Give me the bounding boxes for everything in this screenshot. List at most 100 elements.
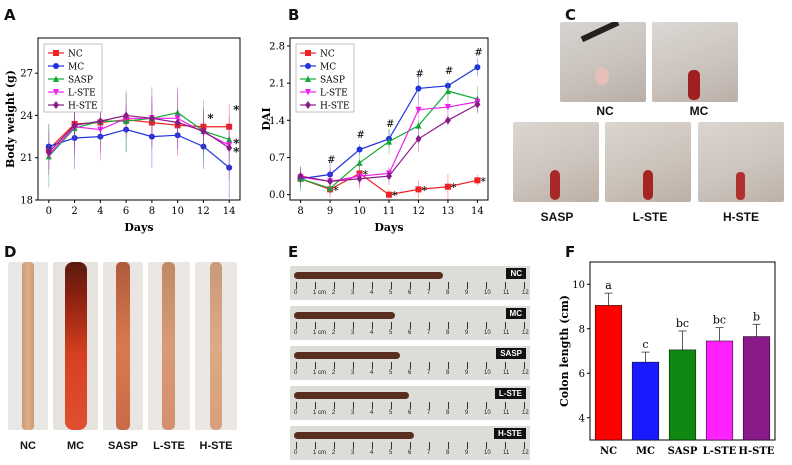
ruler-tick-label: 9: [465, 370, 469, 376]
chart-a-ytick-label: 21: [20, 153, 33, 164]
ruler-tick: [505, 322, 506, 329]
chart-a-ylabel: Body weight (g): [4, 70, 17, 168]
ruler-tick: [334, 282, 335, 289]
ruler-tick: [486, 402, 487, 409]
chart-b-point-nc: [415, 186, 422, 193]
chart-b-point-sasp: [356, 159, 363, 166]
ruler-tick: [296, 442, 297, 449]
ruler-tick: [505, 442, 506, 449]
ruler-tick-label: 8: [446, 370, 450, 376]
ruler-tick: [486, 442, 487, 449]
photo-d-label-sasp: SASP: [108, 440, 138, 452]
ruler-tick-label: 3: [351, 450, 355, 456]
chart-a-series-line-h-ste: [48, 114, 230, 153]
ruler-tick-label: 9: [465, 410, 469, 416]
ruler-tick: [353, 362, 354, 369]
photo-c-lste: [605, 122, 691, 202]
ruler-tick: [505, 282, 506, 289]
ruler-tick: [429, 322, 430, 329]
chart-f-bar-l-ste: [705, 340, 734, 441]
chart-b-annotation-hash: #: [327, 155, 335, 166]
ruler-tag: MC: [505, 308, 526, 319]
chart-a-xtick-label: 6: [123, 206, 129, 217]
chart-b-xtick-label: 14: [471, 206, 484, 217]
chart-a-series-line-sasp: [48, 112, 230, 157]
ruler-tick: [410, 282, 411, 289]
ruler-tick: [296, 402, 297, 409]
ruler-tick-label: 8: [446, 330, 450, 336]
chart-b-ylabel: DAI: [260, 107, 273, 130]
ruler-tick-label: 5: [389, 450, 393, 456]
ruler-tick-label: 6: [408, 410, 412, 416]
chart-a-xtick-label: 12: [197, 206, 210, 217]
chart-a-legend-label: MC: [68, 63, 84, 73]
panel-letter-d: D: [4, 243, 17, 261]
chart-f-bar-mc: [631, 361, 660, 441]
chart-a-xtick-label: 4: [97, 206, 103, 217]
ruler-tick-label: 0: [294, 290, 298, 296]
ruler-tick: [524, 282, 525, 289]
ruler-tick-label: 0: [294, 330, 298, 336]
chart-a-legend-marker: [53, 89, 59, 96]
chart-b-annotation-hash: #: [415, 69, 423, 80]
ruler-tick-label: 9: [465, 450, 469, 456]
chart-b-legend-marker: [305, 75, 311, 82]
ruler-tick-label: 12: [522, 290, 529, 296]
ruler-tick-label: 8: [446, 450, 450, 456]
panel-letter-c: C: [565, 6, 577, 24]
ruler-tick-label: 6: [408, 370, 412, 376]
ruler-tick: [429, 362, 430, 369]
chart-b-point-h-ste: [474, 100, 481, 109]
chart-a-point-h-ste: [174, 118, 181, 127]
ruler-tick: [372, 322, 373, 329]
chart-b-legend-marker: [305, 50, 311, 56]
chart-a-legend-label: L-STE: [68, 89, 96, 99]
ruler-tick: [391, 442, 392, 449]
ruler-tick-label: 10: [484, 330, 491, 336]
ruler-tick: [467, 402, 468, 409]
chart-f-category-label: H-STE: [739, 446, 775, 457]
chart-b-point-nc: [474, 177, 481, 184]
ruler-tick-label: 12: [522, 450, 529, 456]
chart-f-data-label: bc: [676, 317, 689, 330]
chart-a-legend-label: H-STE: [68, 102, 98, 112]
ruler-tick-label: 4: [370, 290, 374, 296]
ruler-tick: [353, 402, 354, 409]
ruler-row-h-ste: H-STE 0 1 cm 2 3 4 5 6 7 8 9 10 11 12: [290, 426, 530, 460]
ruler-tick-label: 4: [370, 450, 374, 456]
chart-b-annotation-hash: #: [357, 130, 365, 141]
chart-b-legend-marker: [305, 89, 311, 96]
ruler-tick: [391, 362, 392, 369]
chart-b-legend-label: MC: [320, 63, 336, 73]
photo-c-sasp: [513, 122, 599, 202]
ruler-tick-label: 12: [522, 410, 529, 416]
panel-letter-a: A: [4, 6, 16, 24]
chart-b-annotation-hash: #: [474, 48, 482, 59]
chart-b-annotation-star: *: [363, 168, 369, 181]
chart-b-point-sasp: [386, 138, 392, 145]
photo-c-label-lste: L-STE: [632, 210, 668, 224]
colon-sample: [294, 312, 395, 319]
photo-c-label-hste: H-STE: [723, 210, 759, 224]
photo-d-nc: [8, 262, 48, 430]
ruler-tick: [524, 322, 525, 329]
chart-a-annotation: *: [233, 137, 240, 151]
ruler-tick-label: 6: [408, 450, 412, 456]
chart-b-annotation-star: *: [333, 184, 339, 197]
ruler-tick-label: 6: [408, 330, 412, 336]
ruler-tick-label: 11: [503, 330, 510, 336]
chart-f-category-label: L-STE: [703, 446, 737, 457]
chart-a-point-h-ste: [45, 148, 52, 157]
chart-f-ytick-label: 8: [579, 324, 585, 335]
ruler-tick: [334, 362, 335, 369]
chart-b-point-h-ste: [415, 134, 422, 143]
ruler-tick: [296, 362, 297, 369]
ruler-tick-label: 3: [351, 410, 355, 416]
chart-a-series-line-mc: [48, 128, 230, 169]
ruler-tick: [486, 322, 487, 329]
chart-a-xlabel: Days: [124, 221, 153, 234]
ruler-tick-label: 5: [389, 370, 393, 376]
ruler-tick: [429, 282, 430, 289]
chart-b-point-nc: [444, 183, 451, 190]
